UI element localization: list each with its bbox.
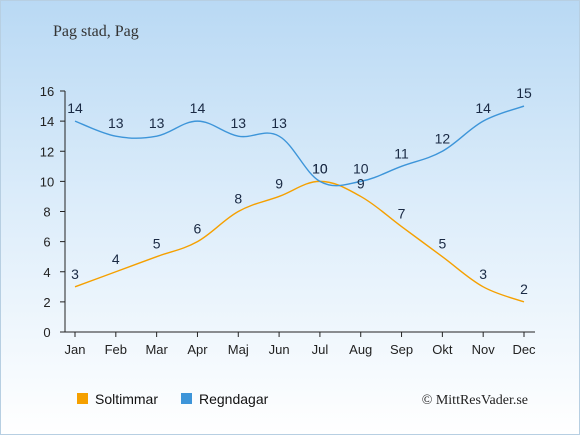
x-tick-label: Mar — [145, 342, 168, 357]
data-label: 14 — [67, 100, 83, 116]
data-label: 13 — [108, 115, 124, 131]
legend: Soltimmar Regndagar — [77, 391, 269, 407]
y-tick-label: 16 — [40, 84, 54, 99]
x-tick-label: Maj — [228, 342, 249, 357]
x-tick-label: Sep — [390, 342, 413, 357]
data-label: 11 — [394, 145, 409, 161]
data-label: 10 — [353, 160, 369, 176]
data-label: 8 — [234, 191, 242, 207]
y-tick-label: 6 — [43, 235, 50, 250]
x-tick-label: Jul — [312, 342, 329, 357]
data-label: 10 — [312, 160, 328, 176]
copyright-text: © MittResVader.se — [422, 393, 528, 408]
data-label: 14 — [475, 100, 491, 116]
y-tick-label: 8 — [43, 205, 50, 220]
x-tick-label: Jun — [269, 342, 290, 357]
y-tick-label: 12 — [40, 144, 54, 159]
data-label: 12 — [435, 130, 451, 146]
x-tick-label: Nov — [472, 342, 496, 357]
y-tick-label: 14 — [40, 114, 54, 129]
axes: 0 2 4 6 8 10 12 14 16 Jan Feb Mar Apr Maj Jun Jul Aug Sep… — [40, 84, 536, 357]
x-tick-label: Okt — [432, 342, 453, 357]
x-tick-label: Feb — [105, 342, 127, 357]
data-label: 5 — [438, 236, 446, 252]
legend-swatch-soltimmar — [77, 393, 88, 404]
x-tick-label: Jan — [65, 342, 86, 357]
series-line-soltimmar — [74, 180, 525, 303]
legend-label-soltimmar: Soltimmar — [95, 391, 158, 407]
data-label: 7 — [398, 206, 406, 222]
chart-title: Pag stad, Pag — [53, 23, 139, 40]
data-label: 13 — [149, 115, 165, 131]
data-label: 10 — [312, 160, 328, 176]
data-label: 3 — [479, 266, 487, 282]
data-label: 14 — [190, 100, 206, 116]
series-lines — [74, 105, 525, 303]
data-label: 6 — [194, 221, 202, 237]
legend-label-regndagar: Regndagar — [199, 391, 269, 407]
series-line-regndagar — [74, 105, 525, 187]
x-tick-label: Apr — [187, 342, 208, 357]
x-tick-label: Dec — [512, 342, 536, 357]
y-tick-label: 10 — [40, 174, 54, 189]
y-tick-label: 2 — [43, 295, 50, 310]
y-tick-label: 0 — [43, 325, 50, 340]
data-label: 9 — [357, 175, 365, 191]
legend-swatch-regndagar — [181, 393, 192, 404]
data-label: 15 — [516, 85, 532, 101]
data-label: 13 — [271, 115, 287, 131]
x-tick-label: Aug — [349, 342, 372, 357]
data-label: 4 — [112, 251, 120, 267]
data-label: 2 — [520, 281, 528, 297]
data-label: 13 — [230, 115, 246, 131]
data-label: 3 — [71, 266, 79, 282]
y-tick-label: 4 — [43, 265, 50, 280]
data-label: 5 — [153, 236, 161, 252]
data-label: 9 — [275, 175, 283, 191]
